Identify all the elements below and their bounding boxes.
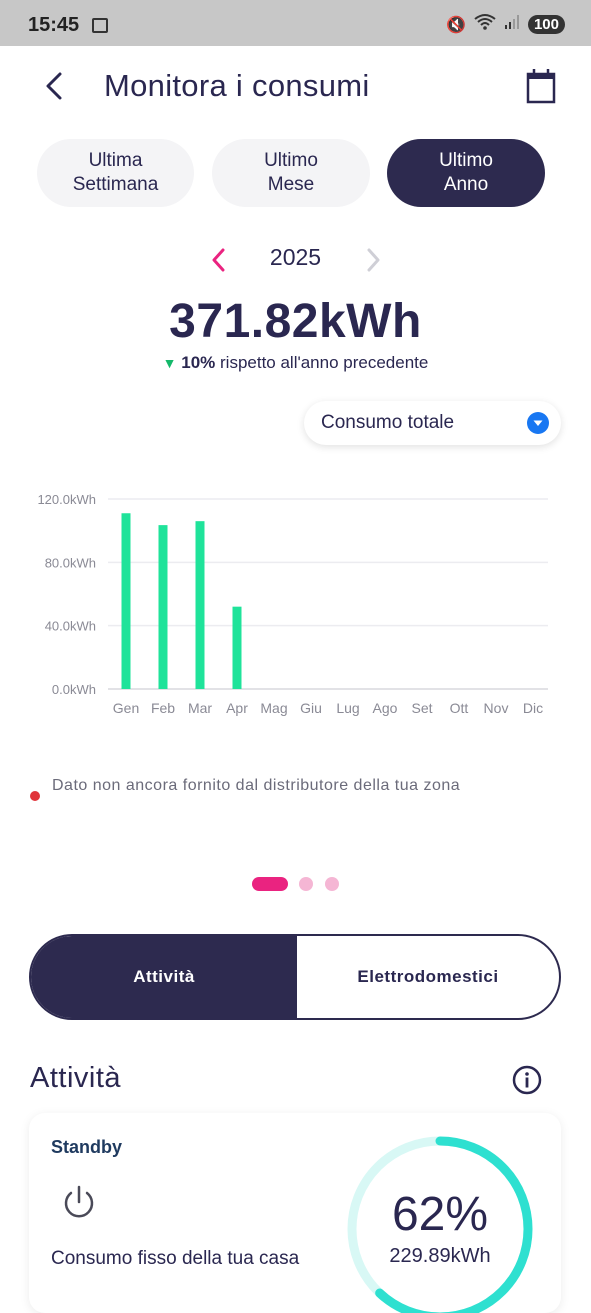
mute-icon: 🔇	[446, 16, 466, 34]
y-tick-label: 120.0kWh	[37, 492, 96, 507]
total-consumption: 371.82kWh	[169, 295, 422, 348]
info-button[interactable]	[512, 1065, 542, 1095]
x-tick-label: Apr	[226, 700, 248, 716]
y-tick-label: 40.0kWh	[45, 619, 96, 634]
signal-icon	[504, 14, 520, 35]
chevron-left-icon	[212, 248, 225, 272]
back-button[interactable]	[40, 68, 70, 104]
x-tick-label: Dic	[523, 700, 543, 716]
x-tick-label: Giu	[300, 700, 322, 716]
toggle-appliances[interactable]: Elettrodomestici	[357, 967, 499, 986]
calendar-button[interactable]	[525, 66, 557, 106]
tab-last-month[interactable]: Ultimo Mese	[212, 139, 370, 207]
dropdown-selected: Consumo totale	[321, 412, 455, 433]
chart-bar[interactable]	[232, 606, 242, 689]
y-tick-label: 80.0kWh	[45, 555, 96, 570]
gauge-arc	[347, 1136, 533, 1313]
period-tabs: Ultima Settimana Ultimo Mese Ultimo Anno	[37, 139, 547, 207]
info-icon	[512, 1065, 542, 1095]
image-notification-icon	[92, 18, 108, 33]
next-year-button[interactable]	[362, 246, 384, 279]
change-percent: 10%	[181, 353, 216, 372]
status-bar: 15:45 🔇 100	[0, 0, 591, 46]
chart-pager	[0, 876, 591, 892]
pager-dot[interactable]	[325, 877, 339, 891]
pager-dot[interactable]	[299, 877, 313, 891]
wifi-icon	[474, 13, 496, 36]
chevron-down-icon	[527, 412, 549, 434]
card-description: Consumo fisso della tua casa	[51, 1248, 300, 1269]
tab-last-year[interactable]: Ultimo Anno	[387, 139, 545, 207]
x-tick-label: Lug	[336, 700, 359, 716]
down-arrow-icon: ▼	[162, 355, 177, 371]
comparison-text: ▼ 10% rispetto all'anno precedente	[0, 353, 591, 373]
gauge-value: 229.89kWh	[389, 1245, 491, 1267]
pager-dot-active[interactable]	[252, 877, 288, 891]
chevron-right-icon	[367, 248, 380, 272]
status-icons: 🔇 100	[446, 13, 565, 36]
card-title: Standby	[51, 1137, 123, 1157]
app-header: Monitora i consumi	[0, 46, 591, 126]
red-dot-icon	[30, 791, 40, 801]
percentage-gauge	[347, 1136, 533, 1313]
previous-year-button[interactable]	[208, 246, 230, 279]
year-navigator: 2025	[0, 240, 591, 280]
note-text: Dato non ancora fornito dal distributore…	[52, 777, 461, 794]
calendar-icon	[526, 69, 556, 104]
change-description: rispetto all'anno precedente	[220, 353, 429, 372]
toggle-activities[interactable]: Attività	[31, 936, 297, 1018]
x-tick-label: Nov	[484, 700, 509, 716]
chart-bar[interactable]	[158, 525, 168, 689]
monthly-consumption-chart: 0.0kWh 40.0kWh 80.0kWh 120.0kWh Gen Feb Mar Apr…	[37, 492, 548, 716]
x-tick-label: Set	[411, 700, 432, 716]
tab-last-week[interactable]: Ultima Settimana	[37, 139, 194, 207]
battery-indicator: 100	[527, 15, 565, 34]
view-toggle: Attività Elettrodomestici	[29, 934, 561, 1020]
y-tick-label: 0.0kWh	[52, 682, 96, 697]
section-title: Attività	[30, 1062, 122, 1094]
x-tick-label: Gen	[113, 700, 139, 716]
chart-bar[interactable]	[195, 521, 205, 689]
x-tick-label: Feb	[151, 700, 175, 716]
gauge-percent: 62%	[391, 1188, 489, 1241]
page-title: Monitora i consumi	[104, 68, 370, 103]
x-tick-label: Ago	[373, 700, 398, 716]
year-label: 2025	[269, 244, 322, 270]
chevron-left-icon	[46, 72, 62, 100]
power-icon	[64, 1185, 94, 1218]
x-tick-label: Mar	[188, 700, 212, 716]
x-tick-label: Mag	[260, 700, 287, 716]
x-tick-label: Ott	[450, 700, 469, 716]
chart-bar[interactable]	[121, 513, 131, 689]
consumption-type-select[interactable]: Consumo totale	[304, 401, 561, 445]
activity-card-standby[interactable]: Standby Consumo fisso della tua casa 62%…	[29, 1113, 561, 1313]
status-time: 15:45	[28, 14, 80, 36]
